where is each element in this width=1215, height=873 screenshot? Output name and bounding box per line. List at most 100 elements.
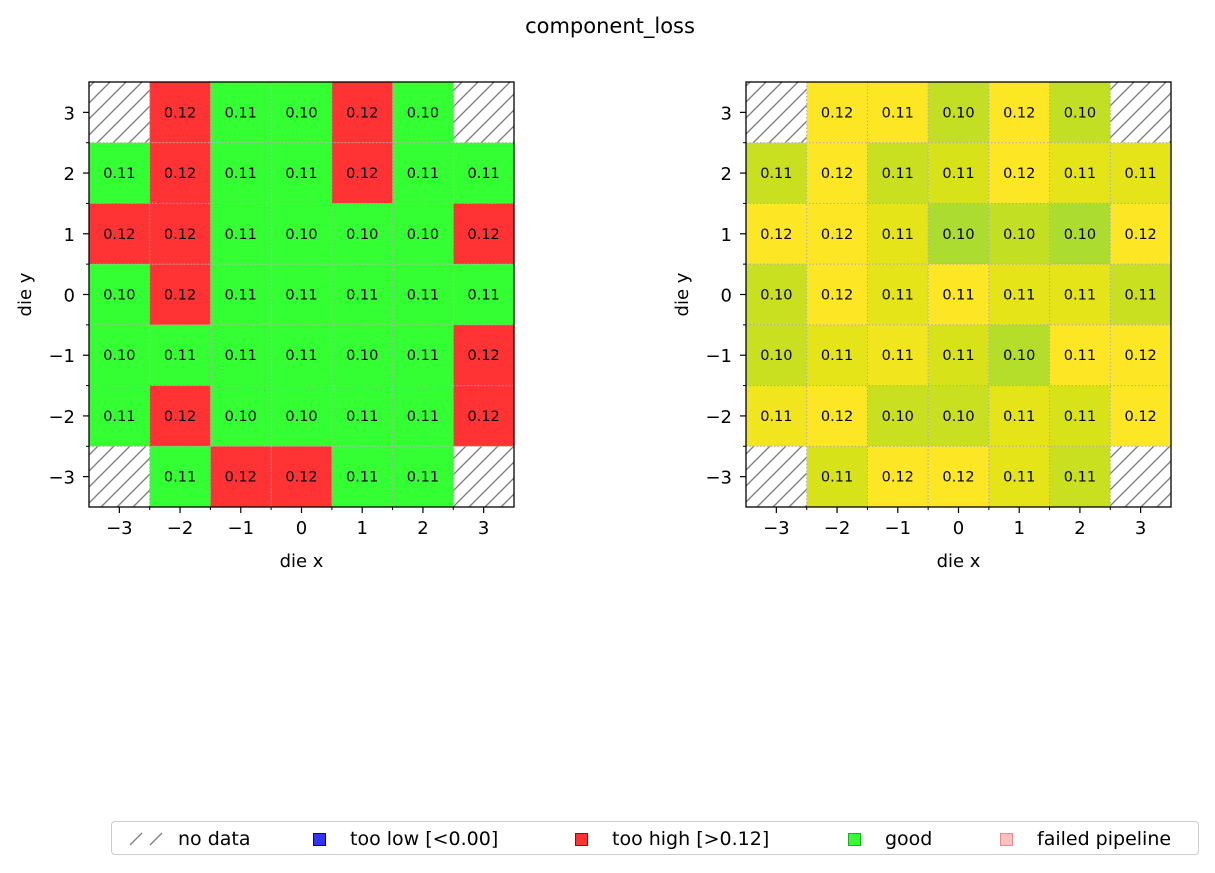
cell-value-label: 0.10 xyxy=(1003,227,1035,243)
legend-label: failed pipeline xyxy=(1037,828,1172,850)
heatmap-cell xyxy=(331,385,393,447)
cell-value-label: 0.11 xyxy=(760,409,792,425)
cell-value-label: 0.11 xyxy=(285,288,317,304)
heatmap-cell xyxy=(453,446,514,507)
cell-value-label: 0.12 xyxy=(164,166,196,182)
heatmap-cell xyxy=(867,82,929,143)
heatmap-cell xyxy=(271,446,332,507)
y-tick-label: 3 xyxy=(721,103,732,124)
cell-value-label: 0.11 xyxy=(346,470,378,486)
heatmap-cell xyxy=(1049,203,1111,265)
square-icon xyxy=(575,832,588,846)
heatmap-cell xyxy=(453,82,514,143)
cell-value-label: 0.11 xyxy=(103,409,135,425)
y-tick-label: −1 xyxy=(48,346,75,367)
heatmap-cell xyxy=(210,82,272,143)
legend-item-failed-pipeline: failed pipeline xyxy=(1000,822,1171,856)
heatmap-cell xyxy=(331,142,393,204)
cell-value-label: 0.10 xyxy=(346,348,378,364)
cell-value-label: 0.10 xyxy=(942,105,974,121)
y-axis-label: die y xyxy=(672,272,693,316)
heatmap-cell xyxy=(149,264,211,325)
heatmap-cell xyxy=(271,385,332,447)
legend: no data too low [<0.00] too high [>0.12]… xyxy=(111,821,1199,855)
legend-item-good: good xyxy=(848,822,932,856)
heatmap-cell xyxy=(988,385,1050,447)
x-tick-label: 0 xyxy=(953,518,964,539)
cell-value-label: 0.10 xyxy=(1003,348,1035,364)
cell-value-label: 0.12 xyxy=(1003,105,1035,121)
y-tick-label: 1 xyxy=(64,225,75,246)
heatmap-cell xyxy=(867,446,929,507)
legend-item-no-data: no data xyxy=(128,822,251,856)
heatmap-cell xyxy=(89,385,150,447)
cell-value-label: 0.10 xyxy=(760,348,792,364)
heatmap-cell xyxy=(271,203,332,265)
x-tick-label: 1 xyxy=(356,518,367,539)
y-tick-label: 0 xyxy=(64,286,75,307)
cell-value-label: 0.12 xyxy=(1124,227,1156,243)
heatmap-cell xyxy=(746,264,807,325)
heatmap-cell xyxy=(392,142,454,204)
hatch-icon xyxy=(129,832,163,846)
square-icon xyxy=(1000,832,1013,846)
heatmap-cell xyxy=(746,446,807,507)
x-tick-label: −3 xyxy=(106,518,133,539)
legend-item-too-high: too high [>0.12] xyxy=(575,822,769,856)
y-tick-label: 3 xyxy=(64,103,75,124)
x-tick-label: −1 xyxy=(228,518,255,539)
heatmap-cell xyxy=(867,324,929,386)
y-tick-label: −2 xyxy=(705,407,732,428)
x-tick-label: 3 xyxy=(478,518,489,539)
heatmap-cell xyxy=(928,324,989,386)
cell-value-label: 0.11 xyxy=(285,348,317,364)
heatmap-cell xyxy=(806,385,868,447)
cell-value-label: 0.12 xyxy=(103,227,135,243)
cell-value-label: 0.12 xyxy=(467,227,499,243)
cell-value-label: 0.10 xyxy=(103,348,135,364)
y-tick-label: −2 xyxy=(48,407,75,428)
cell-value-label: 0.10 xyxy=(285,409,317,425)
heatmap-cell xyxy=(867,264,929,325)
x-tick-label: −2 xyxy=(824,518,851,539)
cell-value-label: 0.11 xyxy=(407,166,439,182)
wafer-map-classification: 0.12 0.11 0.10 0.12 0.10 0.11 0.12 0.11 0.11 0.12… xyxy=(15,81,515,572)
cell-value-label: 0.11 xyxy=(882,227,914,243)
heatmap-cell xyxy=(392,385,454,447)
cell-value-label: 0.11 xyxy=(942,288,974,304)
x-axis-label: die x xyxy=(280,551,324,572)
y-tick-label: −1 xyxy=(705,346,732,367)
legend-label: too high [>0.12] xyxy=(612,828,770,850)
heatmap-cell xyxy=(331,203,393,265)
x-tick-label: −3 xyxy=(763,518,790,539)
cell-value-label: 0.10 xyxy=(225,409,257,425)
heatmap-cell xyxy=(806,324,868,386)
cell-value-label: 0.11 xyxy=(225,348,257,364)
heatmap-cell xyxy=(746,82,807,143)
cell-value-label: 0.10 xyxy=(1064,105,1096,121)
heatmap-cell xyxy=(149,446,211,507)
heatmap-cell xyxy=(1110,446,1171,507)
cell-value-label: 0.10 xyxy=(407,227,439,243)
cell-value-label: 0.10 xyxy=(942,409,974,425)
cell-value-label: 0.12 xyxy=(467,348,499,364)
cell-value-label: 0.11 xyxy=(407,409,439,425)
heatmap-cell xyxy=(988,203,1050,265)
cell-value-label: 0.11 xyxy=(882,288,914,304)
heatmap-cell xyxy=(988,82,1050,143)
cell-value-label: 0.10 xyxy=(346,227,378,243)
cell-value-label: 0.12 xyxy=(1124,409,1156,425)
cell-value-label: 0.11 xyxy=(1064,166,1096,182)
square-icon xyxy=(313,832,326,846)
cell-value-label: 0.11 xyxy=(164,348,196,364)
heatmap-cell xyxy=(331,324,393,386)
heatmap-cell xyxy=(1049,446,1111,507)
cell-value-label: 0.10 xyxy=(285,227,317,243)
heatmap-cell xyxy=(867,385,929,447)
heatmap-cell xyxy=(210,385,272,447)
cell-value-label: 0.11 xyxy=(407,470,439,486)
y-axis-label: die y xyxy=(15,272,36,316)
cell-value-label: 0.11 xyxy=(467,166,499,182)
heatmap-cell xyxy=(149,385,211,447)
cell-value-label: 0.12 xyxy=(164,105,196,121)
